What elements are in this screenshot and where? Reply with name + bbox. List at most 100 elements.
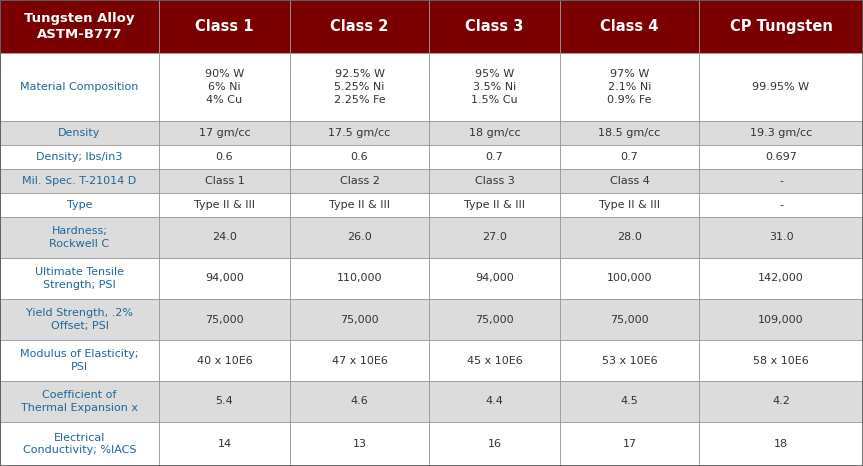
Text: Ultimate Tensile
Strength; PSI: Ultimate Tensile Strength; PSI — [35, 267, 124, 290]
Text: 19.3 gm/cc: 19.3 gm/cc — [750, 128, 812, 138]
Bar — [429, 299, 560, 340]
Bar — [429, 193, 560, 217]
Text: 97% W
2.1% Ni
0.9% Fe: 97% W 2.1% Ni 0.9% Fe — [608, 69, 652, 105]
Bar — [699, 422, 863, 466]
Text: 142,000: 142,000 — [758, 274, 803, 283]
Bar — [0, 340, 159, 381]
Text: -: - — [779, 200, 783, 210]
Bar — [560, 381, 699, 422]
Text: Mil. Spec. T-21014 D: Mil. Spec. T-21014 D — [22, 176, 136, 186]
Bar — [290, 340, 429, 381]
Text: 45 x 10E6: 45 x 10E6 — [467, 356, 522, 365]
Text: Material Composition: Material Composition — [21, 82, 139, 92]
Text: 58 x 10E6: 58 x 10E6 — [753, 356, 809, 365]
Bar — [429, 53, 560, 121]
Bar — [429, 169, 560, 193]
Text: 16: 16 — [488, 439, 501, 449]
Text: Class 2: Class 2 — [339, 176, 380, 186]
Text: 110,000: 110,000 — [337, 274, 382, 283]
Text: 100,000: 100,000 — [607, 274, 652, 283]
Bar — [159, 193, 290, 217]
Bar — [699, 121, 863, 145]
Text: 4.5: 4.5 — [620, 397, 639, 406]
Text: Type II & III: Type II & III — [464, 200, 525, 210]
Text: Electrical
Conductivity; %IACS: Electrical Conductivity; %IACS — [22, 433, 136, 455]
Bar — [290, 193, 429, 217]
Text: Type II & III: Type II & III — [194, 200, 255, 210]
Bar — [159, 169, 290, 193]
Text: Yield Strength, .2%
Offset; PSI: Yield Strength, .2% Offset; PSI — [26, 308, 133, 331]
Bar — [0, 121, 159, 145]
Bar — [0, 258, 159, 299]
Text: 47 x 10E6: 47 x 10E6 — [331, 356, 387, 365]
Bar — [429, 217, 560, 258]
Text: 75,000: 75,000 — [476, 315, 513, 324]
Text: 53 x 10E6: 53 x 10E6 — [602, 356, 658, 365]
Bar — [699, 340, 863, 381]
Text: Density; lbs/in3: Density; lbs/in3 — [36, 152, 123, 162]
Text: CP Tungsten: CP Tungsten — [729, 19, 833, 34]
Text: 18: 18 — [774, 439, 788, 449]
Text: 94,000: 94,000 — [205, 274, 244, 283]
Bar — [290, 169, 429, 193]
Bar — [699, 0, 863, 53]
Text: 17.5 gm/cc: 17.5 gm/cc — [329, 128, 391, 138]
Text: 13: 13 — [352, 439, 367, 449]
Bar — [560, 53, 699, 121]
Text: 4.6: 4.6 — [350, 397, 369, 406]
Bar — [699, 217, 863, 258]
Bar — [0, 299, 159, 340]
Bar — [290, 121, 429, 145]
Text: 75,000: 75,000 — [205, 315, 244, 324]
Bar — [290, 217, 429, 258]
Bar — [159, 381, 290, 422]
Text: Coefficient of
Thermal Expansion x: Coefficient of Thermal Expansion x — [21, 391, 138, 413]
Bar — [290, 381, 429, 422]
Text: 17: 17 — [622, 439, 637, 449]
Text: Hardness;
Rockwell C: Hardness; Rockwell C — [49, 226, 110, 249]
Text: 94,000: 94,000 — [476, 274, 513, 283]
Bar — [159, 258, 290, 299]
Text: 0.7: 0.7 — [486, 152, 503, 162]
Bar — [699, 258, 863, 299]
Text: 90% W
6% Ni
4% Cu: 90% W 6% Ni 4% Cu — [205, 69, 244, 105]
Text: -: - — [779, 176, 783, 186]
Text: 99.95% W: 99.95% W — [753, 82, 809, 92]
Text: 31.0: 31.0 — [769, 233, 793, 242]
Bar — [429, 381, 560, 422]
Bar — [699, 53, 863, 121]
Text: 26.0: 26.0 — [347, 233, 372, 242]
Text: 0.7: 0.7 — [620, 152, 639, 162]
Bar — [0, 53, 159, 121]
Bar — [290, 422, 429, 466]
Bar — [560, 0, 699, 53]
Bar — [159, 422, 290, 466]
Bar — [290, 0, 429, 53]
Text: Modulus of Elasticity;
PSI: Modulus of Elasticity; PSI — [20, 350, 139, 372]
Bar — [429, 0, 560, 53]
Bar — [560, 299, 699, 340]
Bar — [560, 340, 699, 381]
Text: 75,000: 75,000 — [340, 315, 379, 324]
Bar — [429, 340, 560, 381]
Bar — [0, 193, 159, 217]
Text: 0.697: 0.697 — [765, 152, 797, 162]
Bar — [0, 169, 159, 193]
Bar — [0, 145, 159, 169]
Text: 24.0: 24.0 — [212, 233, 237, 242]
Bar — [429, 145, 560, 169]
Text: 0.6: 0.6 — [350, 152, 369, 162]
Bar — [159, 121, 290, 145]
Bar — [560, 422, 699, 466]
Text: Type II & III: Type II & III — [329, 200, 390, 210]
Text: 40 x 10E6: 40 x 10E6 — [197, 356, 252, 365]
Bar — [290, 145, 429, 169]
Text: 4.2: 4.2 — [772, 397, 790, 406]
Bar — [699, 145, 863, 169]
Bar — [560, 193, 699, 217]
Text: 75,000: 75,000 — [610, 315, 649, 324]
Text: Tungsten Alloy
ASTM-B777: Tungsten Alloy ASTM-B777 — [24, 12, 135, 41]
Text: 27.0: 27.0 — [482, 233, 507, 242]
Bar — [699, 299, 863, 340]
Bar — [560, 169, 699, 193]
